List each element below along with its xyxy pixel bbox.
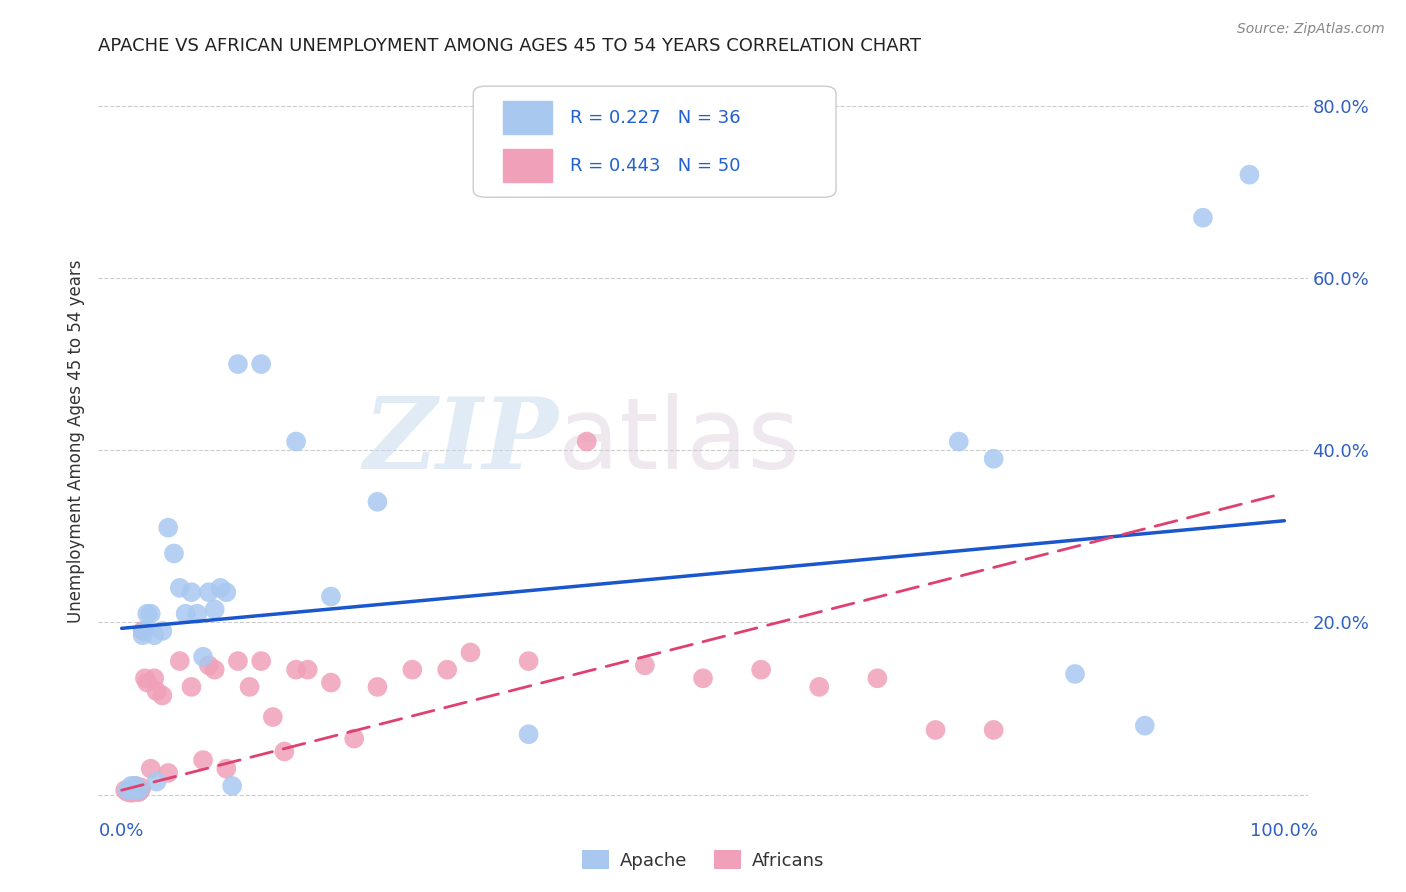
Point (297, 663, 319, 677)
Point (1133, 718, 1156, 732)
Point (120, 779, 142, 793)
Point (128, 785, 150, 799)
Point (118, 783, 141, 797)
Point (136, 675, 159, 690)
Point (114, 783, 136, 797)
Point (134, 671, 156, 685)
Point (401, 663, 423, 677)
Point (215, 762, 238, 776)
Point (204, 663, 226, 677)
Point (436, 663, 458, 677)
FancyBboxPatch shape (503, 101, 551, 135)
Point (120, 786, 142, 800)
Point (250, 654, 273, 668)
Point (180, 680, 202, 694)
Point (191, 753, 214, 767)
Point (273, 744, 295, 758)
Point (198, 585, 221, 599)
Point (250, 357, 273, 371)
Point (191, 649, 214, 664)
Point (285, 663, 308, 677)
Point (124, 779, 146, 793)
Point (239, 680, 262, 694)
Point (117, 785, 139, 799)
Point (808, 680, 831, 694)
Point (198, 658, 221, 673)
Point (150, 624, 173, 638)
Point (692, 671, 714, 685)
Y-axis label: Unemployment Among Ages 45 to 54 years: Unemployment Among Ages 45 to 54 years (66, 260, 84, 624)
Point (186, 607, 208, 621)
Point (163, 546, 186, 560)
Point (749, 663, 772, 677)
Point (366, 495, 388, 509)
Point (460, 645, 482, 659)
Point (169, 581, 191, 595)
Point (122, 783, 145, 797)
Point (215, 585, 238, 599)
Text: R = 0.227   N = 36: R = 0.227 N = 36 (569, 109, 741, 127)
Legend: Apache, Africans: Apache, Africans (575, 843, 831, 877)
Point (924, 723, 946, 737)
Text: R = 0.443   N = 50: R = 0.443 N = 50 (569, 157, 741, 175)
Point (125, 785, 148, 799)
Point (139, 607, 162, 621)
Point (145, 774, 167, 789)
Point (948, 434, 970, 449)
Point (983, 451, 1005, 466)
Point (366, 680, 388, 694)
Point (128, 783, 150, 797)
Point (131, 624, 153, 638)
Point (343, 731, 366, 746)
Text: APACHE VS AFRICAN UNEMPLOYMENT AMONG AGES 45 TO 54 YEARS CORRELATION CHART: APACHE VS AFRICAN UNEMPLOYMENT AMONG AGE… (98, 37, 921, 54)
Point (575, 434, 598, 449)
Point (132, 624, 155, 638)
Point (634, 658, 657, 673)
Point (129, 783, 152, 797)
Text: ZIP: ZIP (363, 393, 558, 490)
Point (226, 357, 249, 371)
Point (136, 607, 159, 621)
Point (139, 762, 162, 776)
Point (1239, 168, 1261, 182)
Point (517, 727, 540, 741)
Point (1064, 667, 1087, 681)
Point (143, 671, 166, 685)
Point (1192, 211, 1215, 225)
FancyBboxPatch shape (503, 149, 551, 183)
Point (262, 710, 284, 724)
Point (124, 783, 146, 797)
Point (127, 783, 149, 797)
Point (226, 654, 249, 668)
Point (131, 780, 153, 795)
Point (319, 590, 342, 604)
Point (150, 689, 173, 703)
Point (122, 785, 145, 799)
Point (124, 779, 146, 793)
Point (145, 684, 167, 698)
Point (134, 624, 156, 638)
Point (131, 628, 153, 642)
Point (169, 654, 191, 668)
Point (143, 628, 166, 642)
Point (157, 521, 180, 535)
Point (117, 783, 139, 797)
Point (285, 434, 308, 449)
Point (180, 585, 202, 599)
Text: atlas: atlas (558, 393, 800, 490)
Point (319, 675, 342, 690)
Point (204, 602, 226, 616)
Point (174, 607, 197, 621)
Point (517, 654, 540, 668)
Point (121, 780, 143, 795)
Point (866, 671, 889, 685)
Point (209, 581, 232, 595)
Point (983, 723, 1005, 737)
FancyBboxPatch shape (474, 87, 837, 197)
Text: Source: ZipAtlas.com: Source: ZipAtlas.com (1237, 22, 1385, 37)
Point (157, 766, 180, 780)
Point (221, 779, 243, 793)
